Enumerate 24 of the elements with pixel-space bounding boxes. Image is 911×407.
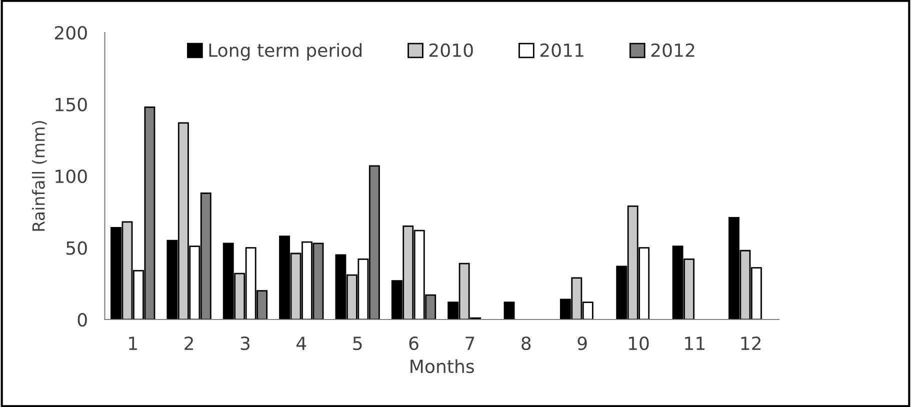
x-tick-label: 12 <box>741 336 760 350</box>
legend-label: 2011 <box>540 43 584 58</box>
x-tick-label: 10 <box>628 336 649 350</box>
x-tick-label: 2 <box>184 336 193 350</box>
bar <box>504 302 515 320</box>
x-tick-label: 8 <box>522 336 531 350</box>
y-tick-label: 100 <box>56 169 87 184</box>
legend-label: 2010 <box>429 43 473 58</box>
x-tick-label: 5 <box>353 336 362 350</box>
x-tick-label: 4 <box>296 336 306 350</box>
legend-label: Long term period <box>209 43 362 61</box>
y-axis-title: Rainfall (mm) <box>32 121 47 231</box>
legend-label: 2012 <box>651 43 694 58</box>
x-tick-label: 6 <box>409 336 418 350</box>
x-tick-label: 9 <box>578 336 587 350</box>
x-tick-label: 11 <box>685 336 704 350</box>
x-tick-label: 3 <box>240 336 250 350</box>
y-tick-label: 50 <box>66 241 87 255</box>
x-tick-label: 7 <box>466 336 474 350</box>
x-axis-title: Months <box>410 359 474 374</box>
y-tick-label: 0 <box>78 312 87 327</box>
y-tick-label: 200 <box>54 26 87 40</box>
y-tick-label: 150 <box>56 98 87 112</box>
x-tick-label: 1 <box>129 336 137 350</box>
